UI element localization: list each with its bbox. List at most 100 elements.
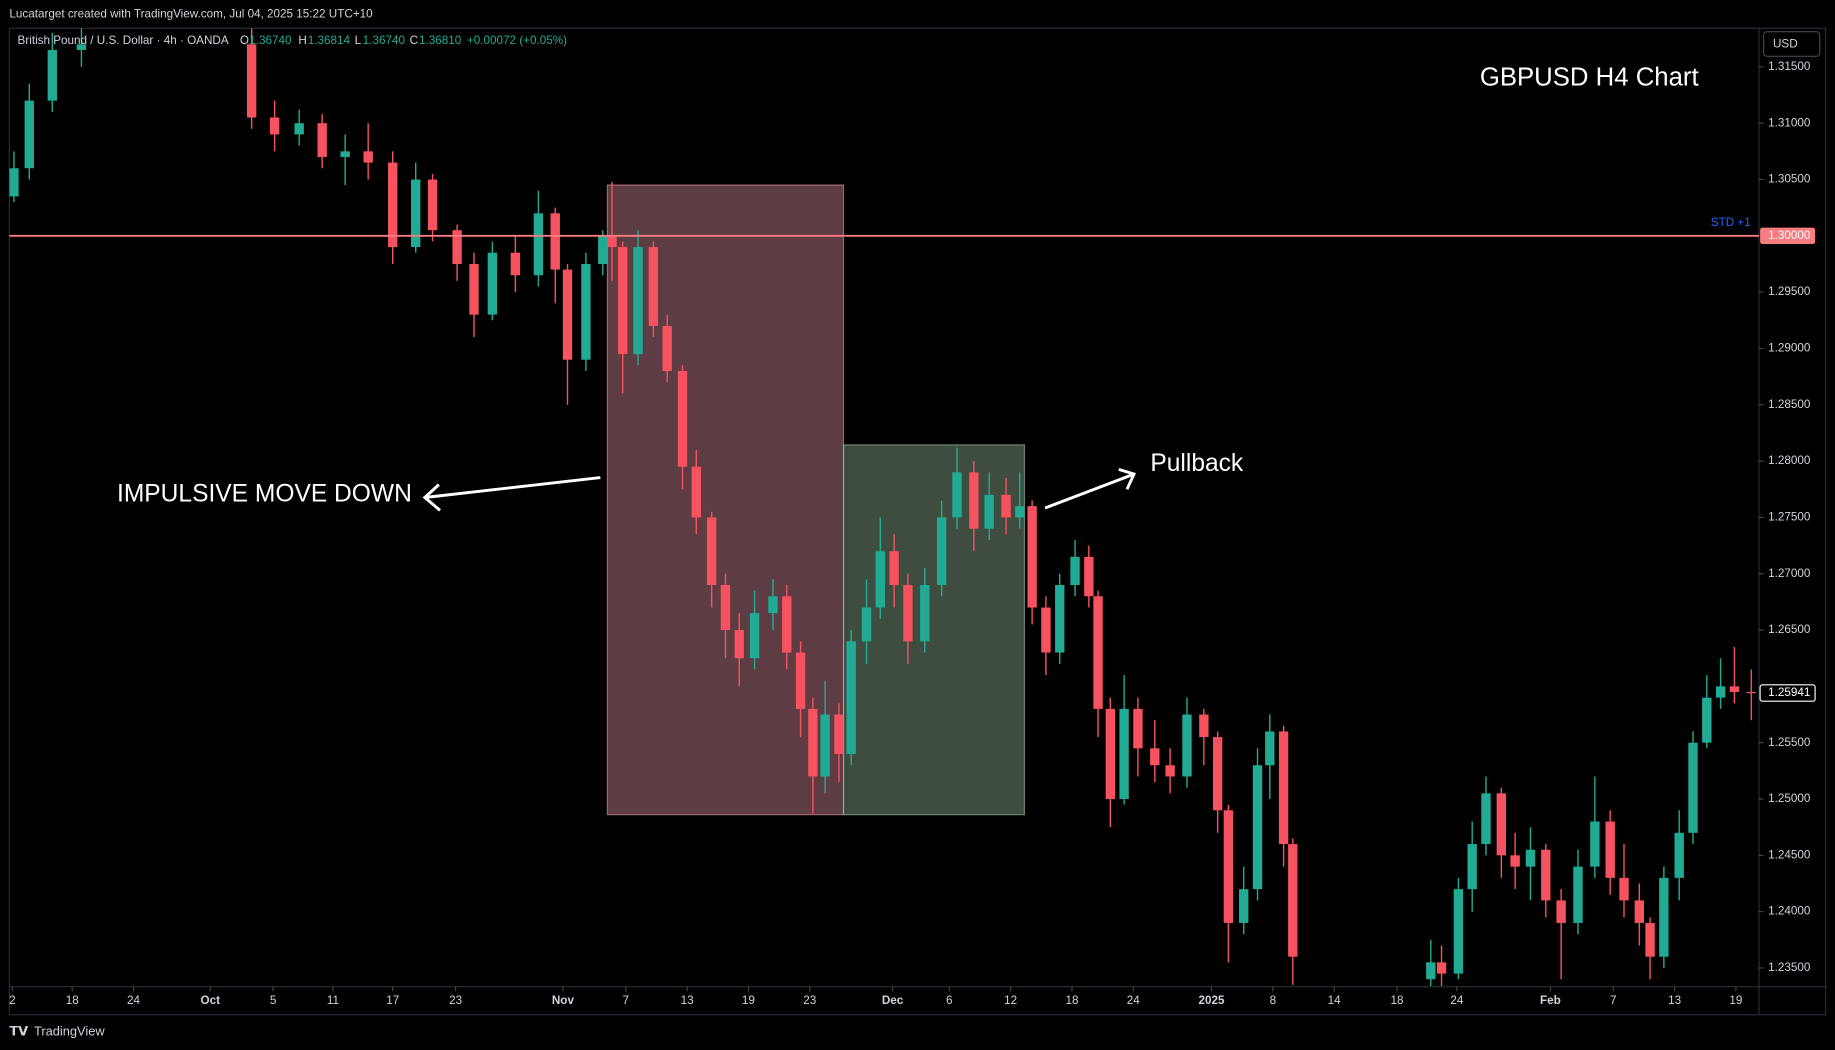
- candle-body: [533, 213, 544, 276]
- y-tick-label: 1.24000: [1768, 905, 1811, 918]
- y-tick-label: 1.28500: [1768, 398, 1811, 411]
- x-tick-label: 23: [803, 994, 816, 1007]
- credit: Lucatarget created with TradingView.com,…: [9, 7, 373, 20]
- zones: [606, 184, 1026, 816]
- candle-body: [1182, 714, 1192, 777]
- candle-body: [1729, 686, 1740, 693]
- candle-body: [677, 370, 688, 467]
- candle-body: [469, 263, 479, 315]
- ohlc-key: L: [355, 34, 362, 47]
- candle-body: [1001, 494, 1011, 518]
- candle-body: [607, 235, 617, 248]
- y-tick-label: 1.29500: [1768, 285, 1811, 298]
- candle-body: [903, 584, 913, 642]
- candle-body: [1426, 962, 1436, 980]
- candle-body: [294, 123, 304, 135]
- candle-body: [510, 252, 521, 276]
- candle-body: [720, 584, 731, 631]
- x-tick-label: 19: [1729, 994, 1742, 1007]
- candle-body: [1212, 737, 1223, 811]
- candle-body: [1645, 922, 1655, 957]
- annotation: IMPULSIVE MOVE DOWN: [117, 481, 412, 508]
- candle-body: [1288, 844, 1298, 957]
- candle-body: [487, 252, 498, 315]
- x-tick-label: 23: [449, 994, 462, 1007]
- price-tag-label: 1.30000: [1768, 229, 1811, 242]
- candle-body: [76, 44, 87, 50]
- candle-body: [1590, 821, 1600, 867]
- x-tick-label: 14: [1328, 994, 1342, 1007]
- candle-body: [1659, 877, 1669, 957]
- brand-logo: 𝗧𝗩: [9, 1024, 28, 1039]
- x-tick-label: 6: [946, 994, 953, 1007]
- candle-body: [1070, 556, 1080, 585]
- x-tick-label: Oct: [200, 994, 220, 1007]
- x-tick-label: 7: [1610, 994, 1617, 1007]
- candle-body: [782, 596, 792, 653]
- candle-body: [875, 551, 885, 608]
- candle-body: [1105, 708, 1115, 800]
- overlay: 1.31500 1.31000 1.30500 1.29500 1.29000 1.285…: [9, 60, 1816, 1007]
- ohlc-value: 1.36740: [249, 34, 292, 47]
- candle-body: [1239, 889, 1249, 923]
- y-tick-label: 1.31500: [1768, 60, 1811, 73]
- candle-body: [317, 123, 327, 157]
- candle-body: [969, 472, 979, 529]
- candle-body: [834, 714, 844, 754]
- x-tick-label: 17: [386, 994, 399, 1007]
- candle-body: [581, 263, 591, 360]
- y-tick-label: 1.25000: [1768, 792, 1811, 805]
- candle-body: [920, 584, 930, 642]
- candle-body: [1688, 742, 1698, 833]
- candle-body: [427, 179, 438, 231]
- y-tick-label: 1.27500: [1768, 511, 1811, 524]
- candle-body: [1252, 765, 1263, 890]
- x-tick-label: Dec: [882, 994, 904, 1007]
- candle-body: [598, 235, 608, 264]
- candle-body: [24, 100, 34, 169]
- y-tick-label: 1.30500: [1768, 173, 1811, 186]
- x-tick-label: 18: [1391, 994, 1404, 1007]
- candle-body: [984, 494, 994, 529]
- x-tick-label: 24: [1127, 994, 1141, 1007]
- candle-body: [795, 652, 806, 709]
- candle-body: [9, 168, 19, 197]
- candle-body: [662, 325, 672, 371]
- candle-body: [734, 630, 744, 659]
- zone: [842, 444, 1026, 816]
- candle-body: [1702, 697, 1712, 743]
- x-tick-label: 2: [9, 994, 16, 1007]
- candle-body: [1525, 849, 1536, 867]
- ohlc-key: H: [298, 34, 306, 47]
- candle-body: [691, 466, 701, 518]
- candle-body: [1055, 584, 1065, 653]
- chart-title: GBPUSD H4 Chart: [1480, 63, 1699, 91]
- ohlc-key: C: [410, 34, 418, 47]
- y-tick-label: 1.26500: [1768, 623, 1811, 636]
- candle-body: [1510, 855, 1520, 867]
- candle-body: [1541, 849, 1551, 901]
- candle-body: [808, 708, 818, 777]
- candle-body: [550, 213, 560, 270]
- candle-body: [1605, 821, 1615, 878]
- candle-body: [768, 596, 778, 614]
- ohlc-value: 1.36740: [363, 34, 406, 47]
- candle-body: [1496, 793, 1507, 856]
- x-tick-label: 8: [1270, 994, 1277, 1007]
- candle-body: [1084, 556, 1094, 597]
- candle-body: [1150, 748, 1160, 766]
- candle-body: [1453, 889, 1464, 974]
- candle-body: [452, 230, 462, 264]
- currency[interactable]: USD: [1773, 38, 1798, 51]
- brand: TradingView: [34, 1024, 105, 1039]
- x-tick-label: 12: [1004, 994, 1017, 1007]
- x-tick-label: 13: [681, 994, 694, 1007]
- currency-button[interactable]: [1763, 31, 1821, 57]
- candle-body: [1119, 708, 1129, 800]
- candle-body: [889, 551, 899, 585]
- last-price-label: 1.25941: [1768, 686, 1810, 699]
- candle-body: [388, 162, 398, 248]
- arrow: [1044, 468, 1137, 510]
- x-tick-label: 13: [1668, 994, 1681, 1007]
